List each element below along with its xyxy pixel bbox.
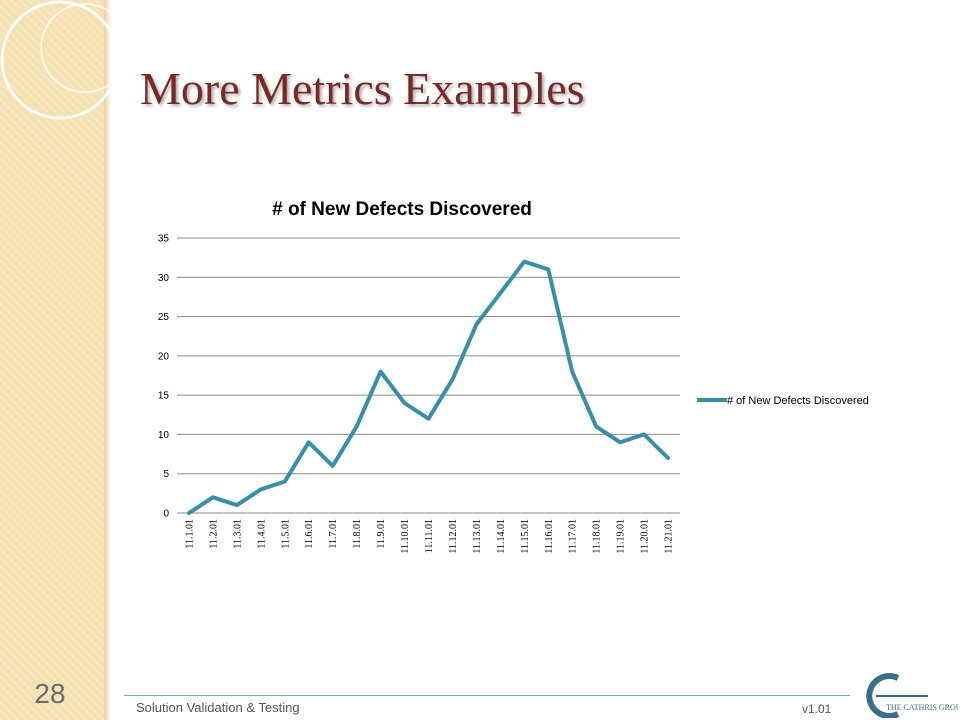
data-point (403, 401, 407, 405)
legend: # of New Defects Discovered (697, 395, 869, 407)
y-tick-label: 35 (158, 234, 170, 245)
footer-title: Solution Validation & Testing (136, 700, 300, 715)
y-tick-label: 20 (158, 351, 170, 362)
side-decoration-band (0, 0, 104, 720)
data-point (546, 267, 550, 271)
footer-version: v1.01 (802, 702, 832, 716)
series-layer (187, 259, 670, 515)
x-tick-label: 11.19.01 (616, 519, 627, 554)
y-tick-label: 15 (158, 391, 170, 402)
x-tick-label: 11.8.01 (352, 519, 363, 549)
data-point (187, 511, 191, 515)
x-tick-label: 11.1.01 (184, 519, 195, 549)
x-tick-label: 11.11.01 (424, 519, 435, 553)
x-tick-label: 11.5.01 (280, 519, 291, 549)
x-tick-label: 11.9.01 (376, 519, 387, 549)
x-tick-label: 11.14.01 (496, 519, 507, 554)
x-tick-label: 11.10.01 (400, 519, 411, 554)
x-tick-label: 11.6.01 (304, 519, 315, 549)
x-tick-label: 11.7.01 (328, 519, 339, 549)
data-point (331, 464, 335, 468)
data-point (594, 425, 598, 429)
data-point (522, 260, 526, 264)
side-decoration-edge (104, 0, 110, 720)
data-point (570, 370, 574, 374)
y-tick-label: 0 (163, 509, 169, 520)
data-point (211, 495, 215, 499)
series-line (187, 259, 670, 515)
x-axis-ticks: 11.1.01 11.2.01 11.3.01 11.4.01 11.5.01 11.6.… (184, 519, 674, 554)
x-tick-label: 11.21.01 (664, 519, 675, 554)
x-tick-label: 11.15.01 (520, 519, 531, 554)
data-point (259, 487, 263, 491)
x-tick-label: 11.13.01 (472, 519, 483, 554)
legend-label: # of New Defects Discovered (727, 395, 869, 407)
data-point (450, 377, 454, 381)
x-tick-label: 11.12.01 (448, 519, 459, 554)
data-point (474, 322, 478, 326)
chart-title: # of New Defects Discovered (272, 199, 532, 220)
x-tick-label: 11.16.01 (544, 519, 555, 554)
data-point (618, 440, 622, 444)
footer-divider (124, 695, 850, 696)
x-tick-label: 11.17.01 (568, 519, 579, 554)
line-chart: # of New Defects Discovered 0 5 10 15 20 25 30… (158, 199, 869, 554)
y-tick-label: 5 (163, 469, 169, 480)
slide-number: 28 (34, 678, 66, 709)
data-point (666, 456, 670, 460)
data-point (307, 440, 311, 444)
data-point (379, 370, 383, 374)
data-point (283, 480, 287, 484)
data-point (355, 425, 359, 429)
x-tick-label: 11.18.01 (592, 519, 603, 554)
data-point (498, 291, 502, 295)
data-point (642, 432, 646, 436)
data-point (427, 417, 430, 421)
x-tick-label: 11.20.01 (640, 519, 651, 554)
y-tick-label: 10 (158, 430, 170, 441)
x-tick-label: 11.4.01 (256, 519, 267, 549)
y-tick-label: 30 (158, 273, 170, 284)
decorative-circles (0, 0, 130, 120)
x-tick-label: 11.3.01 (232, 519, 243, 549)
slide-title: More Metrics Examples (140, 63, 585, 114)
y-axis-ticks: 0 5 10 15 20 25 30 35 (158, 234, 170, 520)
y-tick-label: 25 (158, 312, 170, 323)
svg-text:THE CATHRIS GROUP: THE CATHRIS GROUP (886, 703, 958, 712)
cathris-logo: THE CATHRIS GROUP (866, 673, 958, 718)
x-tick-label: 11.2.01 (208, 519, 219, 549)
gridlines (177, 237, 680, 514)
data-point (235, 503, 239, 507)
